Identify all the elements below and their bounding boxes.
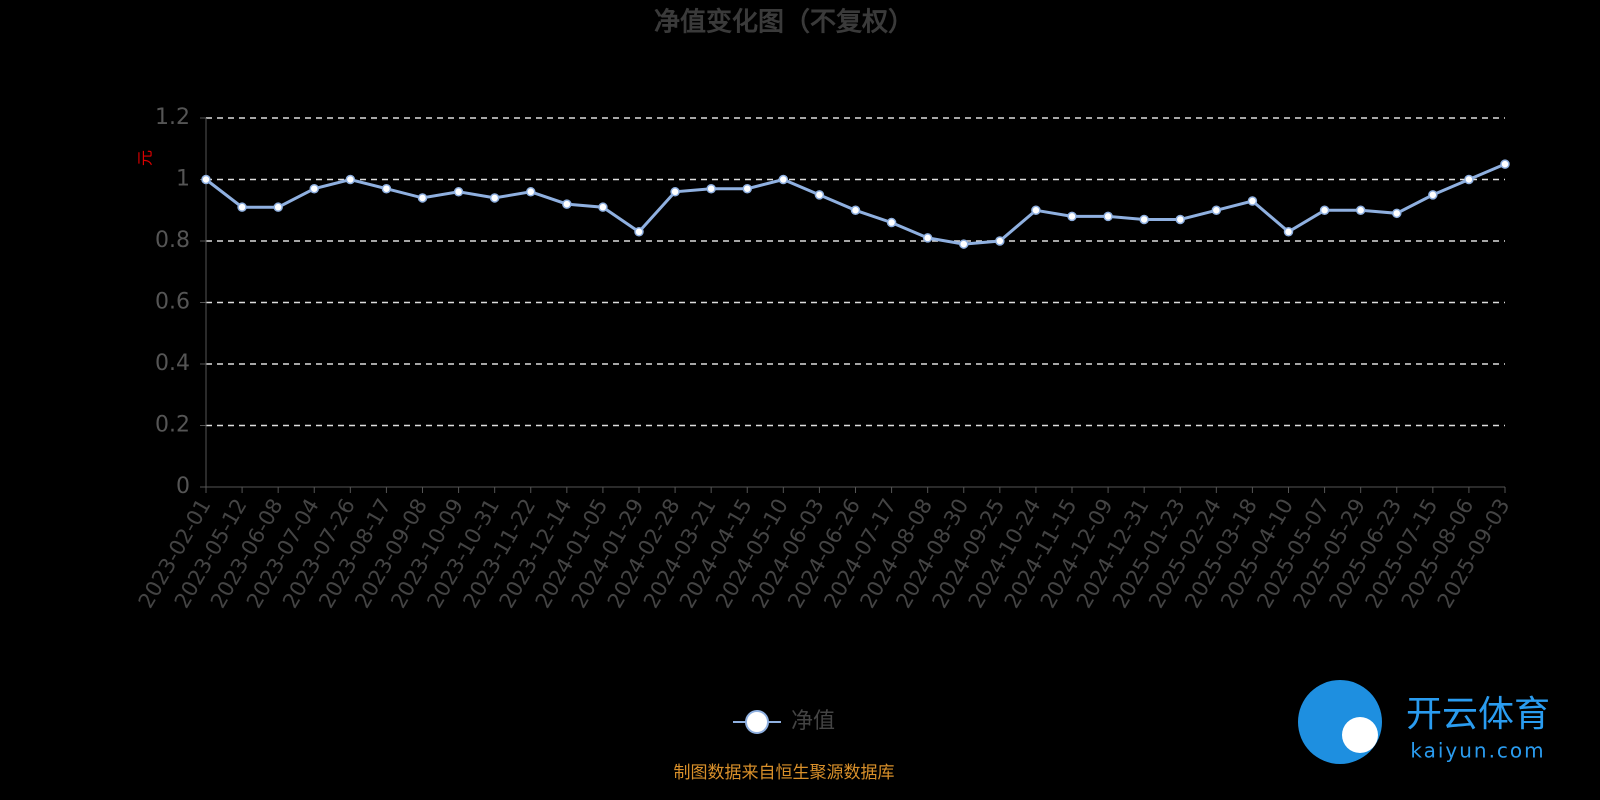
- source-note: 制图数据来自恒生聚源数据库: [674, 763, 895, 783]
- data-point: [670, 187, 680, 197]
- data-point: [814, 190, 825, 200]
- data-point: [778, 174, 789, 185]
- logo: 开云体育 kaiyun.com: [1298, 680, 1550, 764]
- data-point: [309, 183, 319, 194]
- data-point: [886, 217, 897, 228]
- data-point: [526, 187, 536, 197]
- data-point: [598, 202, 608, 212]
- data-point: [1175, 214, 1185, 225]
- data-point: [742, 183, 752, 194]
- data-point: [706, 183, 716, 194]
- data-point: [273, 202, 283, 212]
- y-tick-label: 0.6: [155, 290, 190, 315]
- logo-url: kaiyun.com: [1410, 739, 1545, 763]
- data-point: [453, 187, 464, 197]
- data-point: [237, 202, 247, 212]
- data-point: [1464, 174, 1474, 185]
- data-point: [1428, 190, 1438, 200]
- legend-marker: [745, 710, 769, 734]
- data-point: [1103, 211, 1113, 222]
- data-point: [1319, 205, 1330, 215]
- data-point: [201, 174, 211, 185]
- legend-label: 净值: [791, 709, 835, 734]
- data-point: [995, 236, 1005, 246]
- data-point: [1139, 214, 1149, 225]
- y-axis-label: 元: [136, 150, 155, 166]
- data-point: [1392, 208, 1402, 219]
- data-point: [1500, 159, 1510, 169]
- data-point: [381, 183, 392, 194]
- logo-text: 开云体育: [1406, 694, 1550, 735]
- y-tick-label: 0: [176, 474, 190, 499]
- data-point: [1355, 205, 1366, 215]
- y-tick-label: 0.4: [155, 351, 190, 376]
- y-tick-label: 1: [176, 167, 190, 192]
- data-point: [1247, 196, 1258, 206]
- y-tick-label: 0.2: [155, 413, 190, 438]
- chart-title: 净值变化图（不复权）: [654, 7, 914, 38]
- y-tick-label: 0.8: [155, 228, 190, 253]
- data-point: [1211, 205, 1222, 215]
- data-point: [634, 227, 644, 237]
- data-point: [1283, 227, 1294, 237]
- data-point: [345, 174, 356, 185]
- data-point: [1031, 205, 1041, 215]
- y-tick-label: 1.2: [155, 105, 190, 130]
- data-line: [205, 162, 1506, 246]
- data-point: [489, 193, 500, 203]
- data-point: [850, 205, 861, 215]
- logo-ball: [1342, 717, 1378, 753]
- data-point: [417, 193, 428, 203]
- data-point: [562, 199, 572, 209]
- data-point: [1067, 211, 1077, 222]
- data-point: [922, 233, 933, 243]
- data-point: [959, 239, 969, 249]
